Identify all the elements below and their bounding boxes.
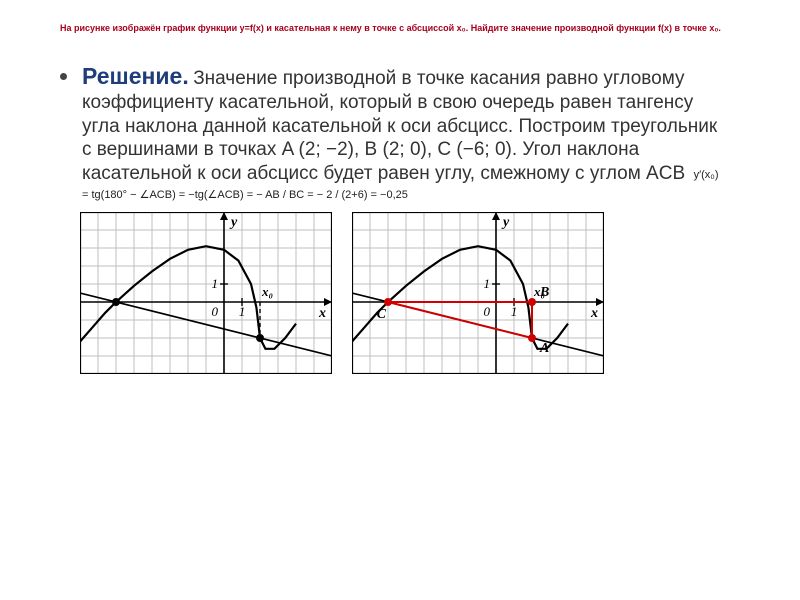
bullet-icon xyxy=(60,73,67,80)
svg-text:y: y xyxy=(229,215,238,230)
svg-text:A: A xyxy=(539,341,549,356)
svg-text:x₀: x₀ xyxy=(261,284,273,299)
svg-text:1: 1 xyxy=(212,276,219,291)
svg-text:x: x xyxy=(318,306,326,321)
svg-text:1: 1 xyxy=(484,276,491,291)
solution-block: Решение. Значение производной в точке ка… xyxy=(60,62,722,204)
svg-text:y: y xyxy=(501,215,510,230)
svg-text:1: 1 xyxy=(239,304,246,319)
svg-text:0: 0 xyxy=(484,304,491,319)
charts-row: y x 1 0 1 x₀ y x 1 0 1 x₀ C B A xyxy=(60,212,768,374)
svg-text:0: 0 xyxy=(212,304,219,319)
problem-statement: На рисунке изображён график функции y=f(… xyxy=(60,22,760,34)
svg-text:B: B xyxy=(539,285,549,300)
chart-left: y x 1 0 1 x₀ xyxy=(80,212,332,374)
svg-text:C: C xyxy=(377,307,387,322)
svg-text:1: 1 xyxy=(511,304,518,319)
chart-right: yx101x₀CBA xyxy=(352,212,604,374)
solution-title: Решение. xyxy=(82,63,189,89)
svg-text:x: x xyxy=(590,306,598,321)
